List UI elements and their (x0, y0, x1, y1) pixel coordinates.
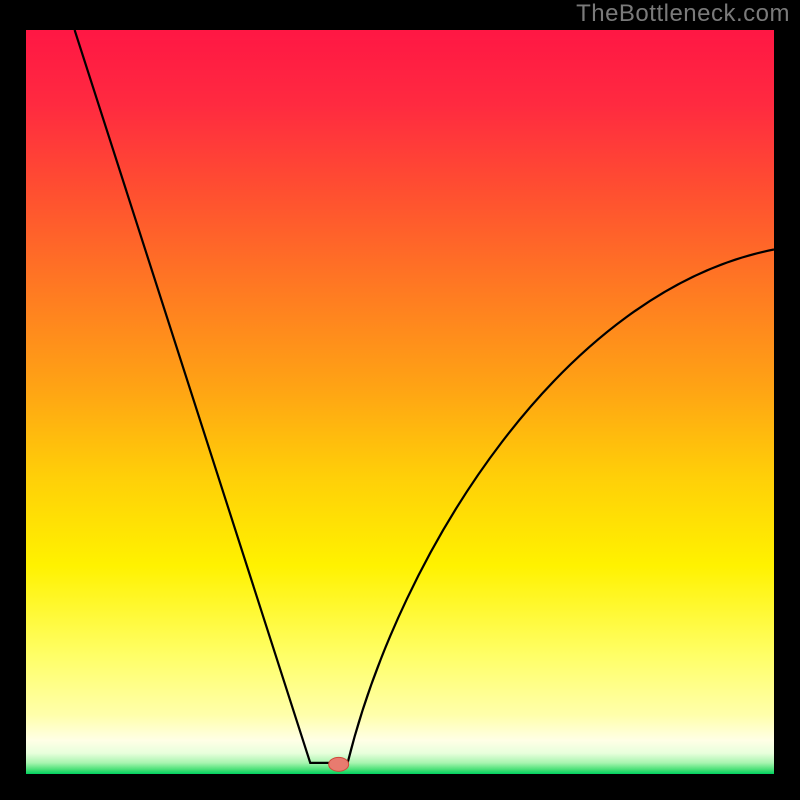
bottleneck-chart (26, 30, 774, 774)
chart-container: TheBottleneck.com (0, 0, 800, 800)
gradient-background (26, 30, 774, 774)
optimal-point-marker (329, 757, 349, 771)
watermark-text: TheBottleneck.com (576, 0, 790, 28)
